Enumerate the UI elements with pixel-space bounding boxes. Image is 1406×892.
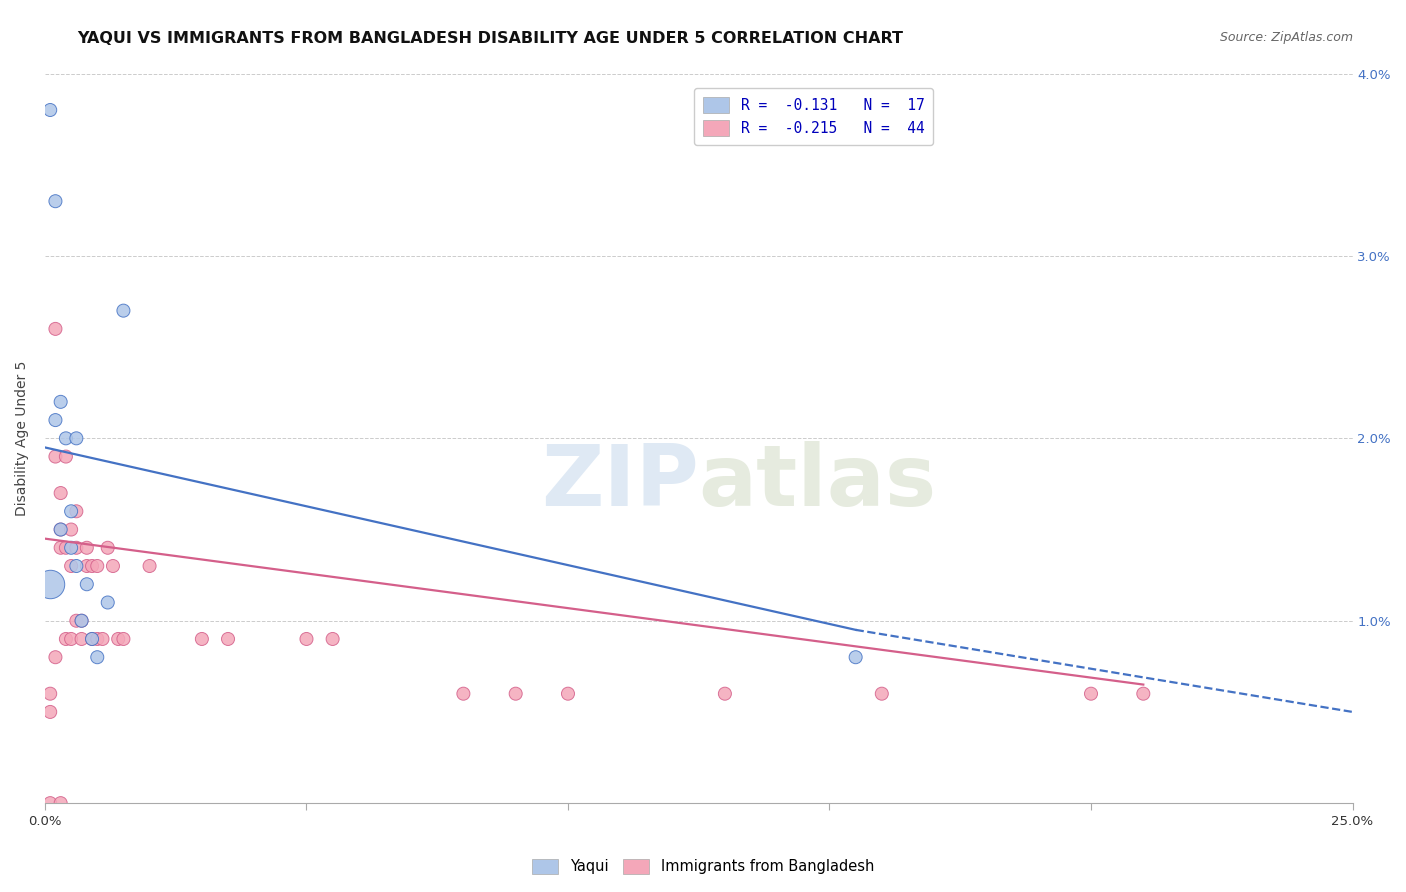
Text: Source: ZipAtlas.com: Source: ZipAtlas.com xyxy=(1219,31,1353,45)
Point xyxy=(44,650,66,665)
Point xyxy=(44,413,66,427)
Point xyxy=(557,687,579,701)
Point xyxy=(91,632,114,646)
Point xyxy=(86,650,108,665)
Point xyxy=(39,796,62,810)
Point xyxy=(44,322,66,336)
Point xyxy=(191,632,214,646)
Point xyxy=(97,541,120,555)
Text: ZIP: ZIP xyxy=(541,441,699,524)
Point xyxy=(76,577,98,591)
Point xyxy=(49,541,72,555)
Point xyxy=(49,523,72,537)
Point xyxy=(76,559,98,574)
Point xyxy=(39,705,62,719)
Point xyxy=(39,103,62,117)
Point xyxy=(55,541,77,555)
Point xyxy=(49,523,72,537)
Y-axis label: Disability Age Under 5: Disability Age Under 5 xyxy=(15,360,30,516)
Point xyxy=(453,687,475,701)
Point xyxy=(86,632,108,646)
Point xyxy=(70,614,93,628)
Point xyxy=(44,450,66,464)
Point xyxy=(49,796,72,810)
Point xyxy=(65,614,87,628)
Point xyxy=(44,194,66,209)
Point xyxy=(217,632,239,646)
Point xyxy=(107,632,129,646)
Point xyxy=(65,559,87,574)
Point xyxy=(80,632,103,646)
Point xyxy=(97,595,120,609)
Point xyxy=(55,431,77,445)
Point xyxy=(76,541,98,555)
Point xyxy=(65,541,87,555)
Point xyxy=(138,559,160,574)
Point xyxy=(112,632,135,646)
Point xyxy=(112,303,135,318)
Point xyxy=(55,632,77,646)
Point xyxy=(714,687,737,701)
Point xyxy=(60,504,83,518)
Point xyxy=(49,395,72,409)
Legend: R =  -0.131   N =  17, R =  -0.215   N =  44: R = -0.131 N = 17, R = -0.215 N = 44 xyxy=(695,88,934,145)
Point xyxy=(1132,687,1154,701)
Point xyxy=(70,632,93,646)
Text: YAQUI VS IMMIGRANTS FROM BANGLADESH DISABILITY AGE UNDER 5 CORRELATION CHART: YAQUI VS IMMIGRANTS FROM BANGLADESH DISA… xyxy=(77,31,903,46)
Text: atlas: atlas xyxy=(699,441,936,524)
Point xyxy=(295,632,318,646)
Point xyxy=(845,650,868,665)
Legend: Yaqui, Immigrants from Bangladesh: Yaqui, Immigrants from Bangladesh xyxy=(526,853,880,880)
Point xyxy=(39,687,62,701)
Point xyxy=(1080,687,1102,701)
Point xyxy=(70,614,93,628)
Point xyxy=(86,559,108,574)
Point xyxy=(80,632,103,646)
Point xyxy=(60,559,83,574)
Point xyxy=(60,632,83,646)
Point xyxy=(65,431,87,445)
Point xyxy=(870,687,893,701)
Point xyxy=(505,687,527,701)
Point xyxy=(49,486,72,500)
Point xyxy=(60,541,83,555)
Point xyxy=(322,632,344,646)
Point xyxy=(80,559,103,574)
Point xyxy=(65,504,87,518)
Point xyxy=(101,559,124,574)
Point xyxy=(60,523,83,537)
Point xyxy=(55,450,77,464)
Point xyxy=(39,577,62,591)
